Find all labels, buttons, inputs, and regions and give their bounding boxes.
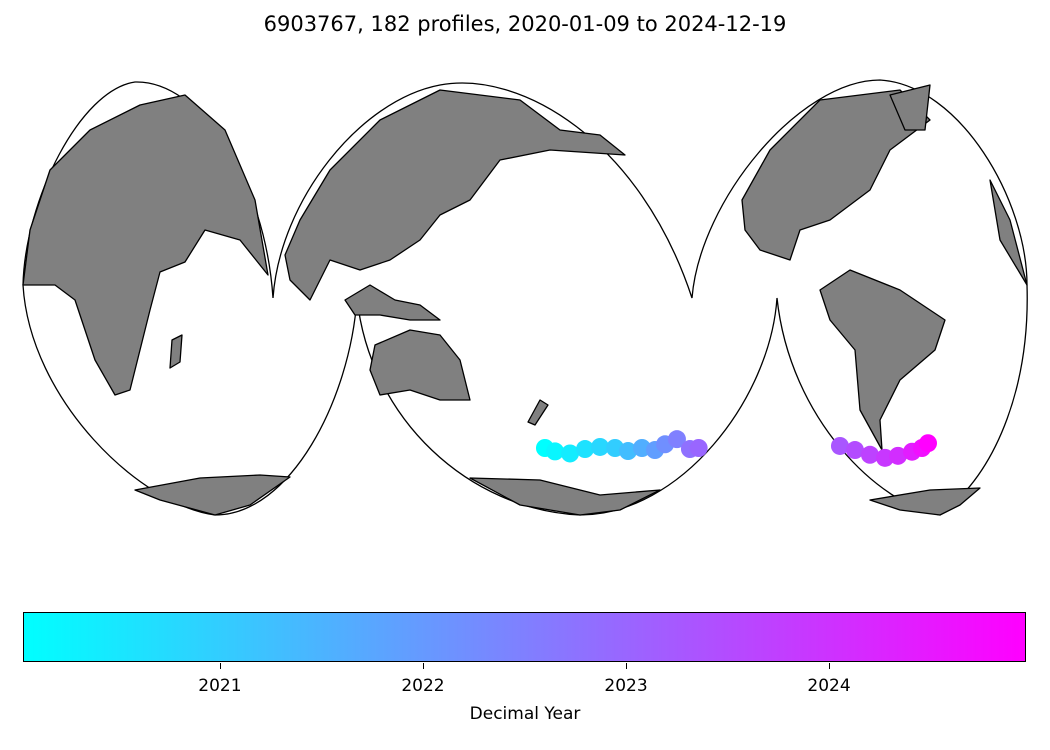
colorbar-tick-label: 2023 [604, 676, 648, 696]
land-asia [284, 89, 626, 301]
land-greenland [889, 84, 931, 131]
colorbar-tick-label: 2021 [198, 676, 242, 696]
colorbar-tick [422, 663, 424, 669]
land-north-america [741, 89, 931, 261]
profile-point [860, 445, 879, 464]
profile-point [830, 436, 849, 455]
land-europe-east [989, 179, 1028, 286]
chart-title: 6903767, 182 profiles, 2020-01-09 to 202… [263, 12, 787, 36]
colorbar [23, 612, 1026, 662]
colorbar-tick-label: 2024 [807, 676, 851, 696]
profile-point [561, 444, 580, 463]
world-map [22, 79, 1028, 516]
profile-point [576, 440, 595, 459]
profile-point [667, 430, 686, 449]
colorbar-tick-label: 2022 [401, 676, 445, 696]
profile-point [591, 437, 610, 456]
land-maritime-se-asia [344, 284, 441, 321]
land-new-zealand [527, 399, 549, 426]
land-antarctica-west [134, 474, 291, 516]
land-antarctica-east [869, 487, 981, 516]
profile-point [546, 442, 565, 461]
land-antarctica-central [469, 477, 661, 516]
colorbar-tick [829, 663, 831, 669]
profile-point [689, 439, 708, 457]
profile-point [918, 434, 937, 453]
colorbar-label: Decimal Year [469, 704, 581, 724]
colorbar-tick [219, 663, 221, 669]
colorbar-tick [626, 663, 628, 669]
float-trajectory [535, 430, 937, 467]
land-australia [369, 329, 471, 401]
land-south-america [819, 269, 946, 451]
profile-point [888, 446, 907, 465]
profile-point [619, 442, 638, 461]
profile-point [845, 441, 864, 460]
land-madagascar [169, 334, 183, 369]
land-africa-eurasia [22, 94, 269, 396]
